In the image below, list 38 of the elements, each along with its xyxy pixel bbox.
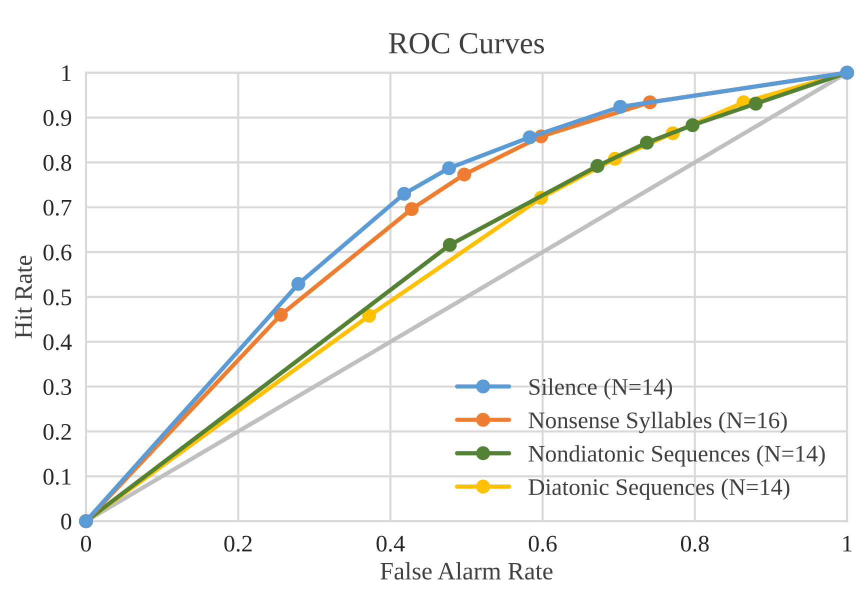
y-tick-label: 0.9 [43,110,72,126]
y-axis-title: Hit Rate [15,256,32,338]
y-tick-label: 0.6 [43,244,72,261]
y-tick-label: 0.4 [43,334,72,350]
x-tick-label: 1 [843,536,852,552]
point [457,168,472,182]
point [748,96,763,111]
y-tick-label: 0.1 [43,468,71,485]
y-tick-label: 1 [62,65,71,81]
point [442,161,456,176]
x-tick-label: 0.6 [528,536,557,552]
x-tick-label: 0 [80,536,92,552]
point [522,130,537,144]
y-tick-label: 0.3 [43,379,72,396]
point [362,308,376,323]
y-tick-label: 0.2 [43,424,71,440]
y-tick-label: 0.5 [43,289,72,306]
point [613,100,628,114]
point [686,118,700,132]
x-axis-title: False Alarm Rate [380,562,552,580]
chart-title: ROC Curves [388,33,544,54]
point [640,136,654,150]
y-tick-label: 0 [61,514,72,530]
legend-label: Nondiatonic Sequences (N=14) [528,445,825,467]
point [291,276,306,291]
legend-label: Silence (N=14) [530,378,672,400]
point [274,308,288,322]
x-tick-label: 0.8 [681,536,709,552]
point [397,186,412,201]
y-tick-label: 0.7 [43,200,72,216]
x-tick-label: 0.4 [376,536,405,552]
point [404,202,419,216]
y-tick-label: 0.8 [43,154,72,171]
point [442,238,457,252]
legend-label: Diatonic Sequences (N=14) [528,478,790,500]
legend-label: Nonsense Syllables (N=16) [528,412,787,434]
x-tick-label: 0.2 [224,536,252,552]
point [590,159,604,173]
